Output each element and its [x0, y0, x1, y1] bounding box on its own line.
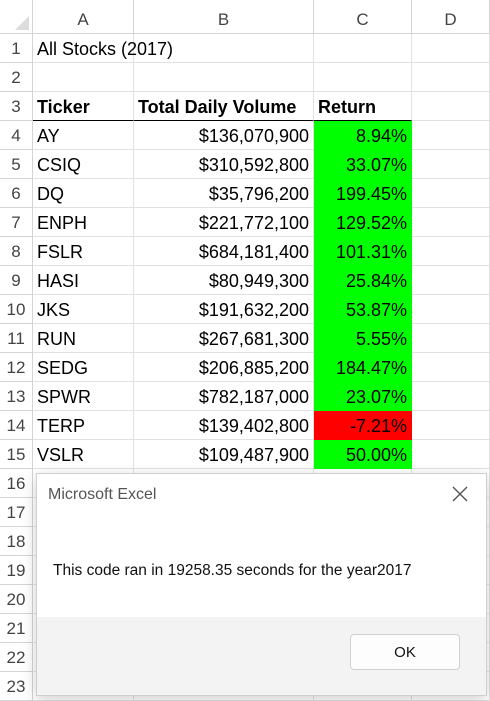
ticker-cell[interactable]: DQ	[33, 179, 134, 208]
volume-cell[interactable]: $684,181,400	[134, 237, 314, 266]
dialog-footer: OK	[37, 617, 486, 695]
row-header-6[interactable]: 6	[0, 179, 33, 208]
row-header-18[interactable]: 18	[0, 527, 33, 556]
return-cell[interactable]: 199.45%	[314, 179, 412, 208]
return-cell[interactable]: 25.84%	[314, 266, 412, 295]
row-header-2[interactable]: 2	[0, 63, 33, 92]
row-header-5[interactable]: 5	[0, 150, 33, 179]
empty-cell[interactable]	[412, 150, 490, 179]
row-header-7[interactable]: 7	[0, 208, 33, 237]
return-cell[interactable]: 53.87%	[314, 295, 412, 324]
row-header-1[interactable]: 1	[0, 34, 33, 63]
row-header-4[interactable]: 4	[0, 121, 33, 150]
row-header-23[interactable]: 23	[0, 672, 33, 701]
return-cell[interactable]: 50.00%	[314, 440, 412, 469]
ticker-cell[interactable]: SPWR	[33, 382, 134, 411]
empty-cell[interactable]	[314, 34, 412, 63]
ticker-cell[interactable]: TERP	[33, 411, 134, 440]
empty-cell[interactable]	[412, 440, 490, 469]
select-all-triangle-icon	[15, 16, 29, 30]
row-header-12[interactable]: 12	[0, 353, 33, 382]
return-cell[interactable]: 184.47%	[314, 353, 412, 382]
volume-cell[interactable]: $267,681,300	[134, 324, 314, 353]
ticker-cell[interactable]: CSIQ	[33, 150, 134, 179]
empty-cell[interactable]	[412, 121, 490, 150]
row-header-11[interactable]: 11	[0, 324, 33, 353]
ticker-cell[interactable]: ENPH	[33, 208, 134, 237]
return-cell[interactable]: -7.21%	[314, 411, 412, 440]
empty-cell[interactable]	[412, 63, 490, 92]
ticker-cell[interactable]: FSLR	[33, 237, 134, 266]
empty-cell[interactable]	[134, 34, 314, 63]
header-total-daily-volume[interactable]: Total Daily Volume	[134, 92, 314, 121]
empty-cell[interactable]	[412, 34, 490, 63]
close-icon[interactable]	[448, 482, 472, 506]
column-header-a[interactable]: A	[33, 0, 134, 34]
return-cell[interactable]: 101.31%	[314, 237, 412, 266]
empty-cell[interactable]	[412, 411, 490, 440]
dialog-message: This code ran in 19258.35 seconds for th…	[53, 562, 412, 579]
ticker-cell[interactable]: AY	[33, 121, 134, 150]
volume-cell[interactable]: $310,592,800	[134, 150, 314, 179]
return-cell[interactable]: 129.52%	[314, 208, 412, 237]
ticker-cell[interactable]: RUN	[33, 324, 134, 353]
row-header-14[interactable]: 14	[0, 411, 33, 440]
empty-cell[interactable]	[412, 266, 490, 295]
empty-cell[interactable]	[412, 382, 490, 411]
row-header-15[interactable]: 15	[0, 440, 33, 469]
row-header-13[interactable]: 13	[0, 382, 33, 411]
volume-cell[interactable]: $80,949,300	[134, 266, 314, 295]
volume-cell[interactable]: $191,632,200	[134, 295, 314, 324]
empty-cell[interactable]	[33, 63, 134, 92]
column-header-b[interactable]: B	[134, 0, 314, 34]
message-box-dialog: Microsoft Excel This code ran in 19258.3…	[36, 473, 487, 696]
ticker-cell[interactable]: VSLR	[33, 440, 134, 469]
row-header-3[interactable]: 3	[0, 92, 33, 121]
row-header-19[interactable]: 19	[0, 556, 33, 585]
row-header-20[interactable]: 20	[0, 585, 33, 614]
row-header-22[interactable]: 22	[0, 643, 33, 672]
row-header-8[interactable]: 8	[0, 237, 33, 266]
title-cell[interactable]: All Stocks (2017)	[33, 34, 173, 63]
empty-cell[interactable]	[412, 237, 490, 266]
volume-cell[interactable]: $221,772,100	[134, 208, 314, 237]
empty-cell[interactable]	[412, 92, 490, 121]
empty-cell[interactable]	[412, 353, 490, 382]
empty-cell[interactable]	[412, 295, 490, 324]
volume-cell[interactable]: $35,796,200	[134, 179, 314, 208]
volume-cell[interactable]: $782,187,000	[134, 382, 314, 411]
row-header-21[interactable]: 21	[0, 614, 33, 643]
volume-cell[interactable]: $139,402,800	[134, 411, 314, 440]
return-cell[interactable]: 8.94%	[314, 121, 412, 150]
column-header-c[interactable]: C	[314, 0, 412, 34]
row-header-16[interactable]: 16	[0, 469, 33, 498]
dialog-title: Microsoft Excel	[48, 486, 157, 503]
select-all-corner[interactable]	[0, 0, 33, 34]
volume-cell[interactable]: $206,885,200	[134, 353, 314, 382]
ok-button[interactable]: OK	[350, 634, 460, 670]
empty-cell[interactable]	[314, 63, 412, 92]
volume-cell[interactable]: $136,070,900	[134, 121, 314, 150]
return-cell[interactable]: 33.07%	[314, 150, 412, 179]
return-cell[interactable]: 5.55%	[314, 324, 412, 353]
ticker-cell[interactable]: JKS	[33, 295, 134, 324]
return-cell[interactable]: 23.07%	[314, 382, 412, 411]
header-return[interactable]: Return	[314, 92, 412, 121]
row-header-10[interactable]: 10	[0, 295, 33, 324]
row-header-17[interactable]: 17	[0, 498, 33, 527]
header-ticker[interactable]: Ticker	[33, 92, 134, 121]
column-header-d[interactable]: D	[412, 0, 490, 34]
volume-cell[interactable]: $109,487,900	[134, 440, 314, 469]
ticker-cell[interactable]: SEDG	[33, 353, 134, 382]
empty-cell[interactable]	[412, 208, 490, 237]
empty-cell[interactable]	[134, 63, 314, 92]
row-header-9[interactable]: 9	[0, 266, 33, 295]
ticker-cell[interactable]: HASI	[33, 266, 134, 295]
empty-cell[interactable]	[412, 179, 490, 208]
empty-cell[interactable]	[412, 324, 490, 353]
